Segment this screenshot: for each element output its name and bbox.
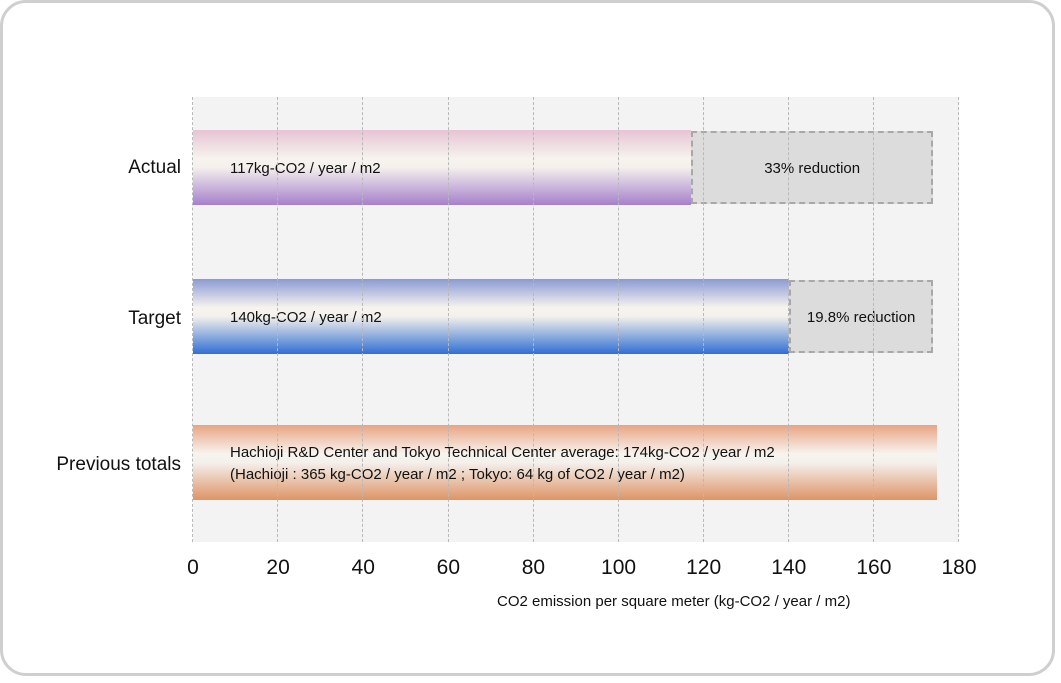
reduction-area-target <box>788 280 934 353</box>
x-tick-label-100: 100 <box>601 556 637 579</box>
value-label-target: 140kg-CO2 / year / m2 <box>230 309 382 326</box>
reduction-area-actual <box>690 131 934 204</box>
x-tick-label-140: 140 <box>771 556 807 579</box>
x-tick-label-80: 80 <box>521 556 546 579</box>
gridline-140 <box>788 97 790 542</box>
value-label-previous-line1: Hachioji R&D Center and Tokyo Technical … <box>230 444 775 461</box>
x-tick-label-40: 40 <box>351 556 375 579</box>
reduction-label-target: 19.8% reduction <box>806 309 916 326</box>
x-tick-label-160: 160 <box>856 556 892 579</box>
bar-target <box>193 279 789 354</box>
category-label-previous: Previous totals <box>56 454 181 475</box>
gridline-120 <box>702 97 704 542</box>
reduction-label-actual: 33% reduction <box>764 160 861 177</box>
x-tick-label-0: 0 <box>187 556 199 579</box>
value-label-previous-line2: (Hachioji : 365 kg-CO2 / year / m2 ; Tok… <box>230 466 685 483</box>
bar-actual <box>193 130 691 205</box>
value-label-actual: 117kg-CO2 / year / m2 <box>230 160 381 177</box>
x-axis-label: CO2 emission per square meter (kg-CO2 / … <box>497 593 851 610</box>
gridline-100 <box>617 97 619 542</box>
gridline-20 <box>277 97 279 542</box>
gridline-80 <box>532 97 534 542</box>
category-label-target: Target <box>128 308 181 329</box>
bar-previous-totals <box>193 425 938 500</box>
x-tick-label-120: 120 <box>686 556 722 579</box>
x-tick-label-20: 20 <box>266 556 290 579</box>
gridline-40 <box>362 97 364 542</box>
gridline-160 <box>873 97 875 542</box>
x-tick-label-60: 60 <box>436 556 461 579</box>
gridline-180 <box>958 97 960 542</box>
x-tick-label-180: 180 <box>941 556 977 579</box>
gridline-0 <box>192 97 194 542</box>
category-label-actual: Actual <box>128 157 181 178</box>
gridline-60 <box>447 97 449 542</box>
